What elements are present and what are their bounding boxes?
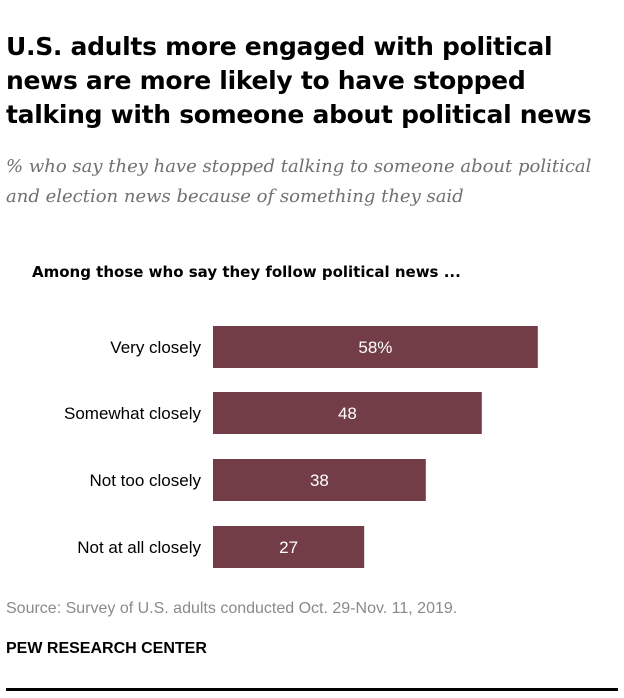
bar	[213, 459, 426, 501]
credit: PEW RESEARCH CENTER	[6, 640, 207, 657]
bar-value-label: 58%	[358, 338, 392, 357]
chart-subtitle: % who say they have stopped talking to s…	[6, 156, 592, 207]
bottom-rule	[6, 688, 618, 691]
category-label: Not at all closely	[77, 538, 201, 557]
bar-value-label: 38	[310, 471, 329, 490]
category-label: Not too closely	[90, 471, 202, 490]
source-note: Source: Survey of U.S. adults conducted …	[6, 600, 458, 617]
bar-value-label: 27	[279, 538, 298, 557]
bar	[213, 526, 365, 568]
chart-intro: Among those who say they follow politica…	[32, 263, 461, 281]
category-label: Somewhat closely	[64, 404, 202, 423]
bar-value-label: 48	[338, 404, 357, 423]
bar	[213, 326, 538, 368]
chart-title: U.S. adults more engaged with political …	[6, 32, 592, 129]
category-label: Very closely	[110, 338, 201, 357]
bar	[213, 392, 482, 434]
